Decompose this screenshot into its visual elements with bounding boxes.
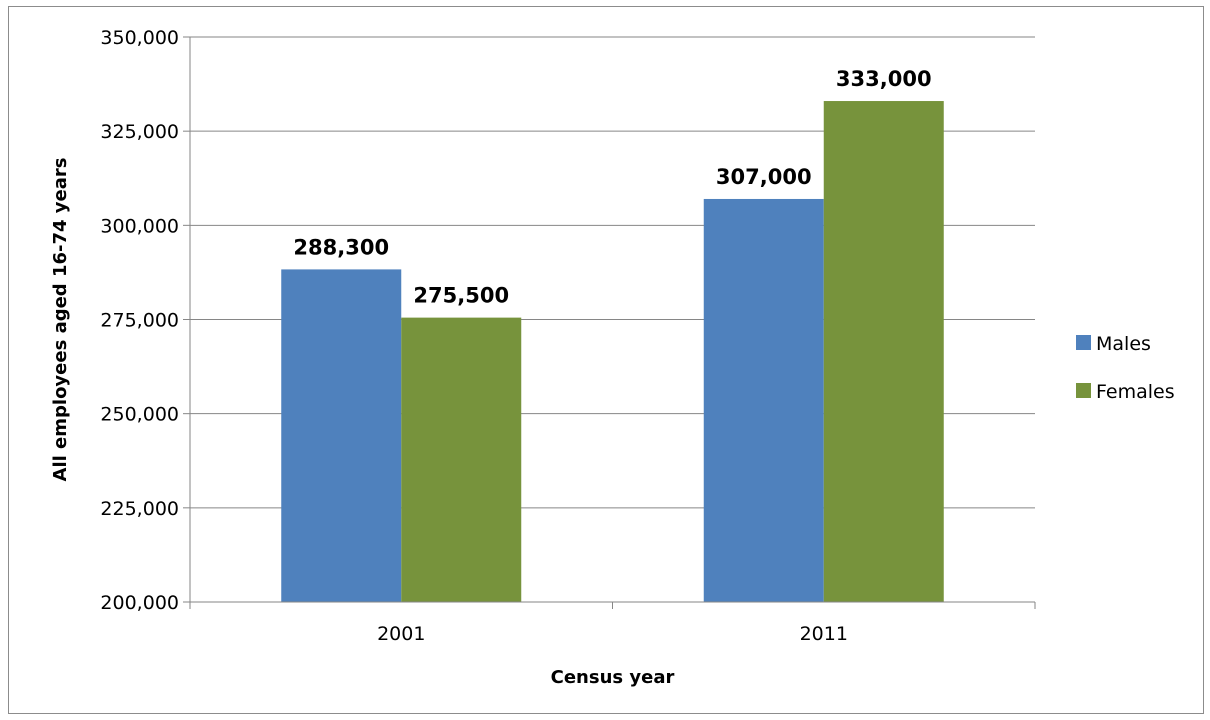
y-tick-label: 200,000 [100,592,179,614]
data-label: 333,000 [836,67,932,91]
data-labels: 288,300 275,500 307,000 333,000 [293,67,931,308]
data-label: 275,500 [413,284,509,308]
y-tick-label: 225,000 [100,498,179,520]
legend-label-females: Females [1096,381,1175,403]
bar-females-2001 [401,317,522,602]
y-tick-label: 300,000 [100,215,179,237]
data-label: 288,300 [293,235,389,259]
legend-swatch-females [1076,383,1091,398]
y-axis-title: All employees aged 16-74 years [50,158,71,482]
y-tick-label: 275,000 [100,310,179,332]
axes [183,36,1036,609]
y-tick-label: 250,000 [100,404,179,426]
x-tick-label: 2011 [800,623,848,645]
y-tick-labels: 200,000 225,000 250,000 275,000 300,000 325,0… [100,27,179,614]
chart-frame: 200,000 225,000 250,000 275,000 300,000 325,0… [8,6,1204,714]
bar-females-2011 [823,101,944,603]
legend-swatch-males [1076,335,1091,350]
x-tick-labels: 2001 2011 [377,623,848,645]
y-tick-label: 325,000 [100,121,179,143]
legend-label-males: Males [1096,333,1151,355]
data-label: 307,000 [716,165,812,189]
x-axis-title: Census year [551,667,675,688]
y-tick-label: 350,000 [100,27,179,49]
x-tick-label: 2001 [377,623,425,645]
bar-chart: 200,000 225,000 250,000 275,000 300,000 325,0… [50,27,1175,688]
legend: Males Females [1076,333,1175,403]
bar-males-2011 [703,198,824,602]
bars [281,101,944,603]
bar-males-2001 [281,269,402,602]
